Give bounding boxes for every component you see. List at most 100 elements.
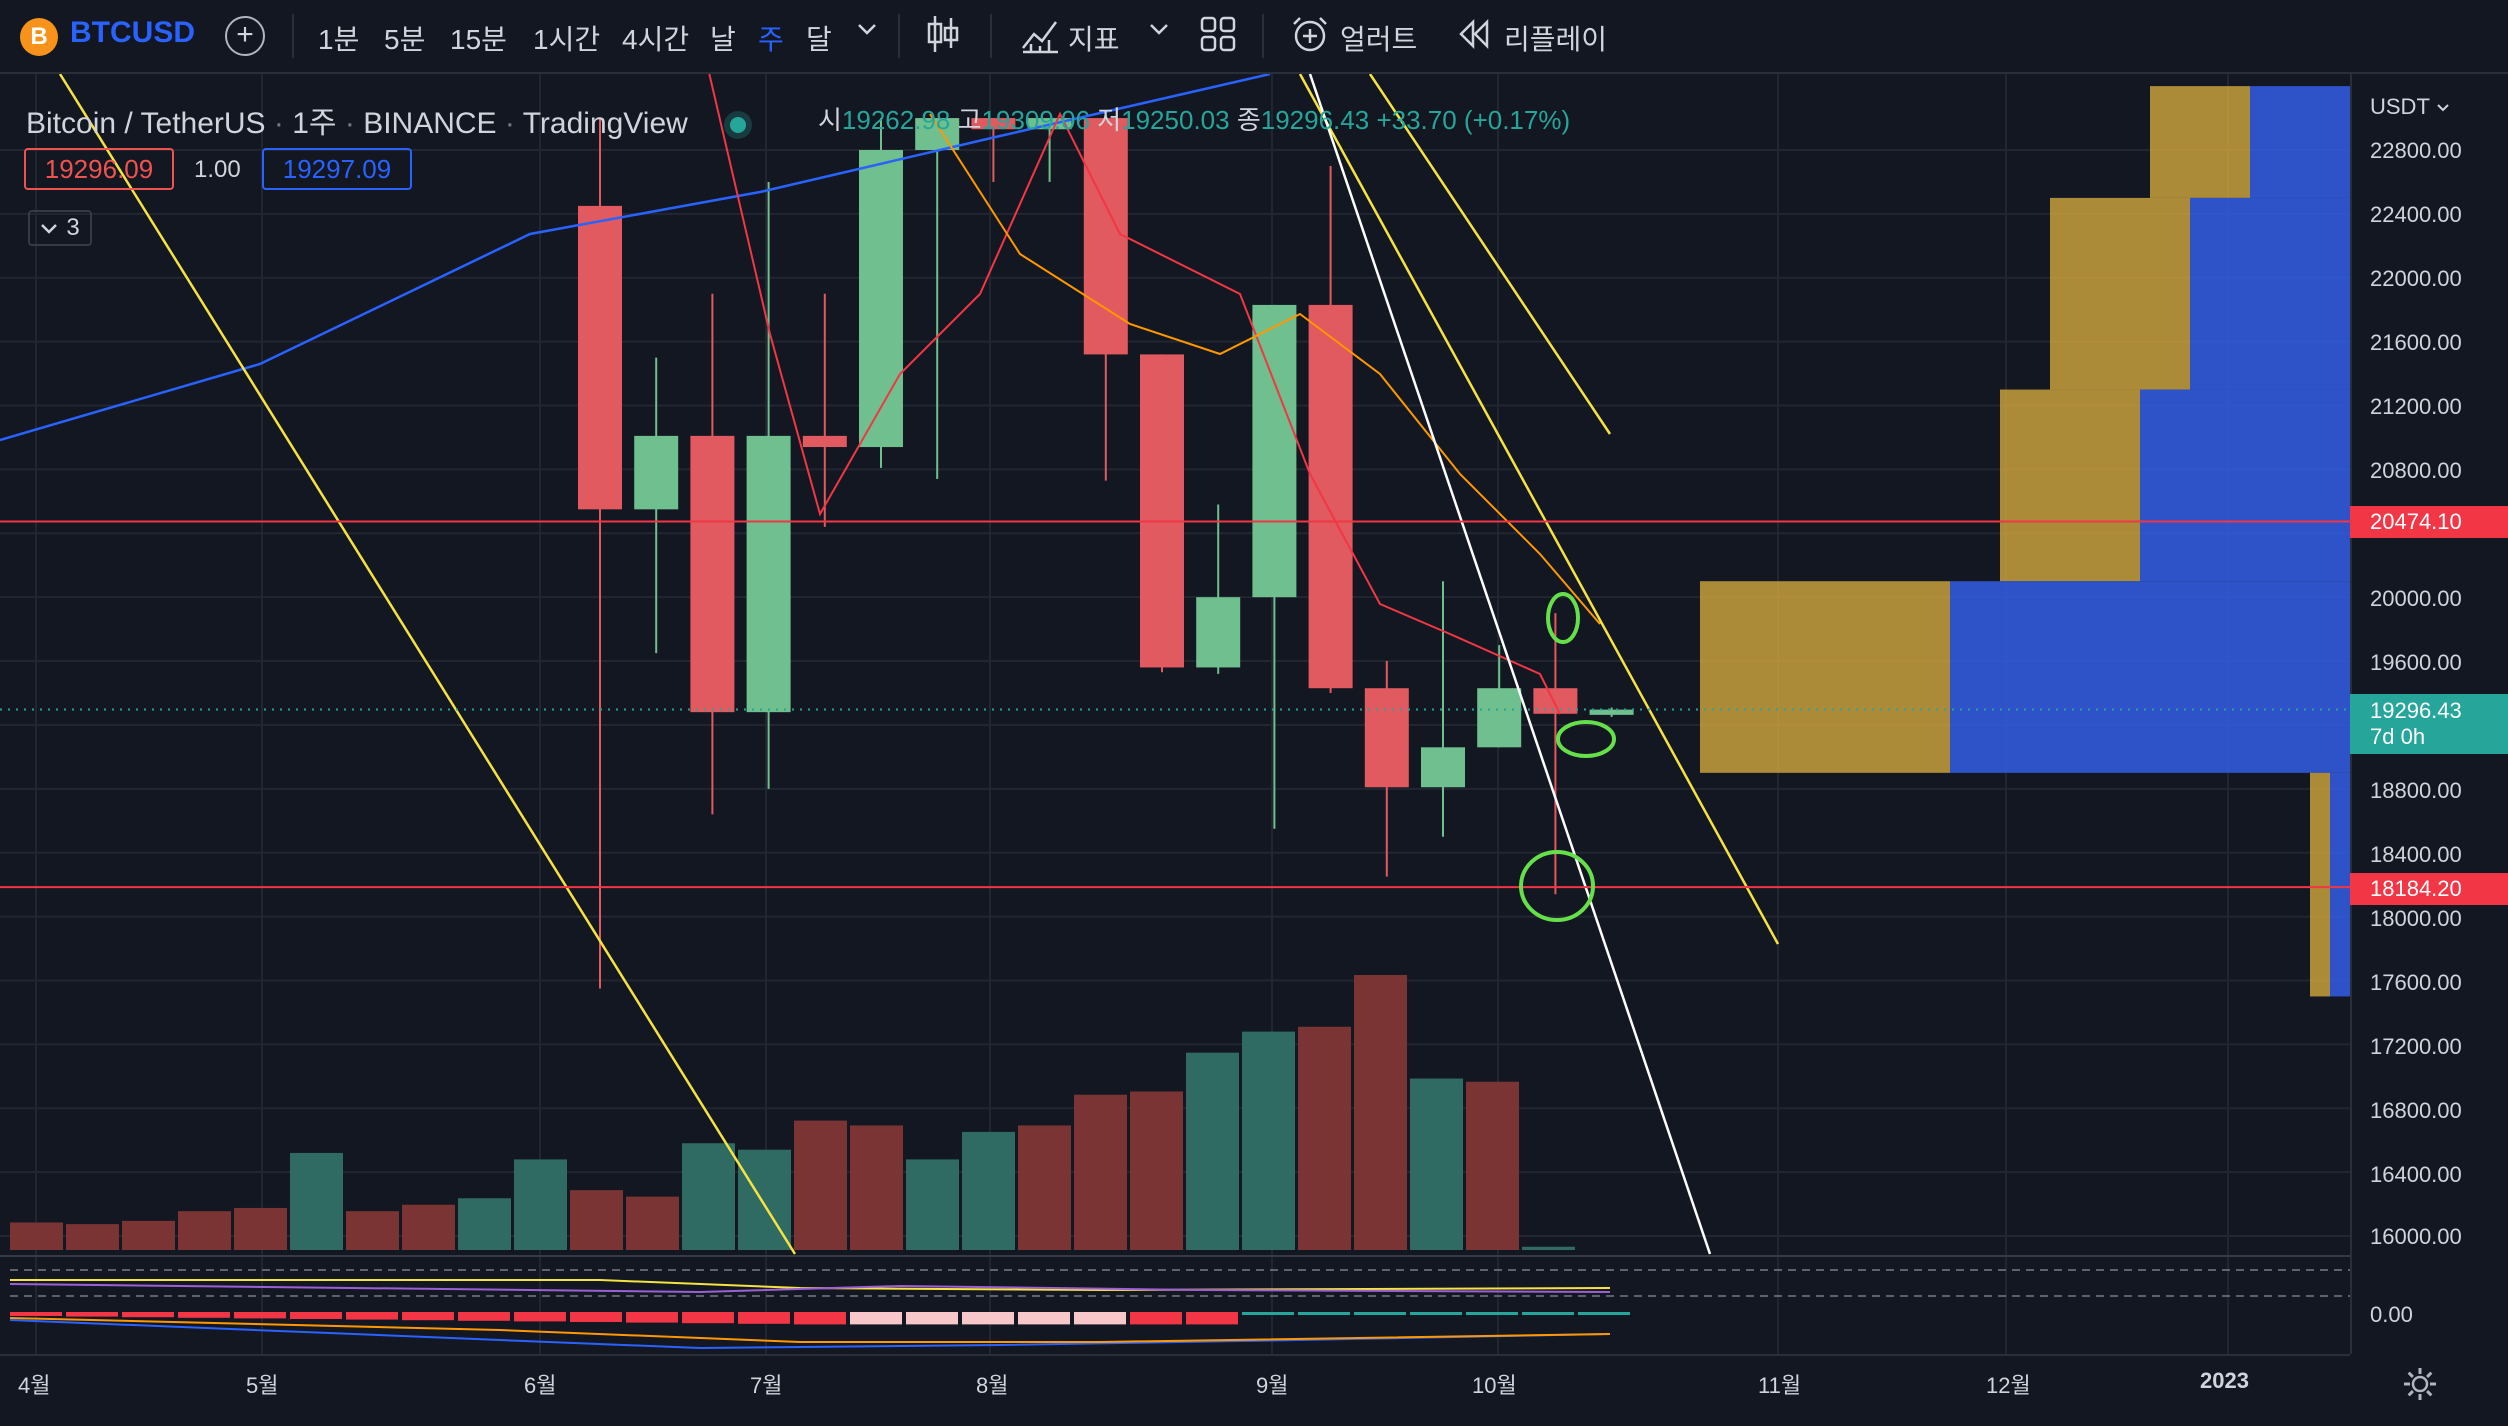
price-tick-label: 18000.00 bbox=[2370, 906, 2462, 931]
volume-bar bbox=[122, 1220, 175, 1250]
volume-bar bbox=[346, 1211, 399, 1250]
timeframe-1h[interactable]: 1시간 bbox=[533, 24, 601, 55]
timeframe-1m[interactable]: 1분 bbox=[318, 24, 360, 55]
toolbar-divider bbox=[990, 14, 992, 58]
indicator-line-red bbox=[708, 74, 1561, 715]
timeframe-5m[interactable]: 5분 bbox=[384, 24, 426, 55]
symbol-description: Bitcoin / TetherUS bbox=[26, 107, 266, 140]
indicators-icon[interactable] bbox=[1020, 14, 1060, 61]
sell-button[interactable]: 19296.09 bbox=[24, 148, 174, 190]
volume-bar bbox=[626, 1196, 679, 1250]
volume-bar bbox=[1018, 1125, 1071, 1250]
price-tick-label: 17200.00 bbox=[2370, 1034, 2462, 1059]
market-status-dot-icon bbox=[730, 117, 747, 134]
bitcoin-icon: B bbox=[20, 18, 58, 56]
volume-bar bbox=[402, 1204, 455, 1250]
replay-rewind-icon[interactable] bbox=[1456, 16, 1492, 59]
quantity-value[interactable]: 1.00 bbox=[194, 156, 241, 183]
volume-bar bbox=[682, 1143, 735, 1250]
macd-histogram-bar bbox=[1354, 1312, 1406, 1315]
alarm-clock-icon[interactable] bbox=[1290, 14, 1330, 61]
candle-body bbox=[1308, 304, 1353, 689]
macd-histogram-bar bbox=[234, 1312, 286, 1319]
time-tick-label: 6월 bbox=[524, 1373, 557, 1398]
buy-button[interactable]: 19297.09 bbox=[262, 148, 412, 190]
volume-profile-buy-bar bbox=[1700, 581, 1950, 773]
oscillator-line-purple bbox=[9, 1283, 1611, 1294]
candle-body bbox=[1252, 304, 1297, 598]
macd-histogram-bar bbox=[514, 1312, 566, 1322]
chart-settings-gear-icon[interactable] bbox=[2402, 1366, 2438, 1407]
price-tick-label: 16000.00 bbox=[2370, 1224, 2462, 1249]
macd-histogram-bar bbox=[1186, 1312, 1238, 1325]
volume-bar bbox=[514, 1159, 567, 1250]
price-tick-label: 16800.00 bbox=[2370, 1098, 2462, 1123]
price-chart[interactable] bbox=[0, 74, 2350, 1354]
timeframe-week[interactable]: 주 bbox=[758, 24, 784, 55]
volume-profile-buy-bar bbox=[2000, 389, 2140, 582]
timeframe-chevron-down-icon[interactable] bbox=[856, 14, 878, 51]
candle-style-icon[interactable] bbox=[926, 14, 960, 61]
price-tick-label: 20000.00 bbox=[2370, 586, 2462, 611]
low-value: 19250.03 bbox=[1121, 105, 1230, 135]
timeframe-15m[interactable]: 15분 bbox=[450, 24, 507, 55]
volume-profile-sell-bar bbox=[2140, 389, 2350, 582]
timeframe-4h[interactable]: 4시간 bbox=[622, 24, 690, 55]
indicators-button[interactable]: 지표 bbox=[1068, 24, 1120, 55]
high-value: 19309.06 bbox=[981, 105, 1090, 135]
candle-body bbox=[1477, 688, 1522, 748]
macd-histogram-bar bbox=[1522, 1312, 1574, 1315]
macd-histogram-bar bbox=[1466, 1312, 1518, 1315]
macd-histogram-bar bbox=[794, 1312, 846, 1325]
macd-histogram-bar bbox=[906, 1312, 958, 1325]
indicators-collapse-button[interactable]: 3 bbox=[28, 210, 92, 246]
volume-bar bbox=[290, 1152, 343, 1250]
alerts-button[interactable]: 얼러트 bbox=[1340, 24, 1418, 55]
candle-body bbox=[1083, 118, 1128, 355]
price-tick-label: 17600.00 bbox=[2370, 970, 2462, 995]
change-value: +33.70 (+0.17%) bbox=[1376, 105, 1571, 135]
candle-body bbox=[1196, 597, 1241, 668]
time-tick-label: 10월 bbox=[1472, 1373, 1517, 1398]
macd-histogram-bar bbox=[962, 1312, 1014, 1325]
time-tick-label: 11월 bbox=[1758, 1373, 1802, 1398]
symbol-search-button[interactable]: BTCUSD bbox=[70, 16, 195, 49]
macd-histogram-bar bbox=[122, 1312, 174, 1318]
time-tick-label: 7월 bbox=[750, 1373, 783, 1398]
timeframe-day[interactable]: 날 bbox=[710, 24, 736, 55]
macd-histogram-bar bbox=[458, 1312, 510, 1321]
macd-histogram-bar bbox=[738, 1312, 790, 1324]
add-symbol-button[interactable]: + bbox=[225, 16, 265, 56]
ohlc-values: 시19262.98 고19309.06 저19250.03 종19296.43 … bbox=[818, 100, 1570, 137]
volume-bar bbox=[1186, 1052, 1239, 1250]
legend-exchange: BINANCE bbox=[363, 107, 497, 140]
volume-bar bbox=[10, 1222, 63, 1250]
toolbar-divider bbox=[292, 14, 294, 58]
trendline-yellow-left bbox=[58, 74, 797, 1255]
candle-body bbox=[971, 118, 1016, 130]
layout-grid-icon[interactable] bbox=[1200, 16, 1236, 59]
replay-button[interactable]: 리플레이 bbox=[1504, 24, 1608, 55]
low-label: 저 bbox=[1097, 105, 1122, 135]
volume-bar bbox=[1522, 1246, 1575, 1250]
indicators-chevron-down-icon[interactable] bbox=[1148, 14, 1170, 51]
time-tick-label: 12월 bbox=[1986, 1373, 2031, 1398]
volume-bar bbox=[66, 1224, 119, 1250]
volume-bar bbox=[1354, 975, 1407, 1250]
timeframe-month[interactable]: 달 bbox=[806, 24, 832, 55]
candle-body bbox=[859, 150, 903, 448]
macd-histogram-bar bbox=[1074, 1312, 1126, 1325]
time-axis[interactable] bbox=[0, 1354, 2350, 1426]
volume-bar bbox=[794, 1120, 847, 1250]
chevron-down-icon bbox=[2436, 104, 2449, 112]
open-label: 시 bbox=[818, 105, 842, 135]
currency-selector[interactable]: USDT bbox=[2370, 94, 2450, 120]
price-tick-label: 20800.00 bbox=[2370, 458, 2462, 483]
volume-profile-sell-bar bbox=[1950, 581, 2350, 773]
candle-body bbox=[1364, 688, 1409, 788]
candle-body bbox=[1589, 709, 1634, 715]
price-tick-label: 22000.00 bbox=[2370, 266, 2462, 291]
top-toolbar: B BTCUSD + 1분 5분 15분 1시간 4시간 날 주 달 지표 bbox=[0, 0, 2508, 74]
price-tick-label: 21200.00 bbox=[2370, 394, 2462, 419]
time-tick-label: 9월 bbox=[1256, 1373, 1289, 1398]
